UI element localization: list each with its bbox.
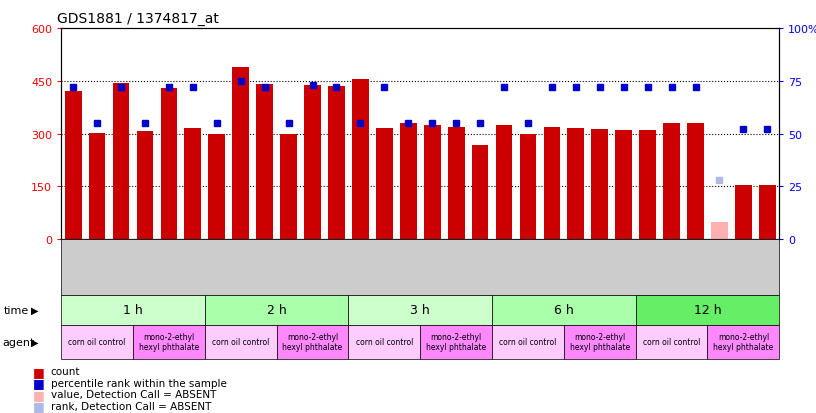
Text: corn oil control: corn oil control [356,337,413,347]
Text: count: count [51,366,80,376]
Text: 3 h: 3 h [410,304,430,317]
Text: mono-2-ethyl
hexyl phthalate: mono-2-ethyl hexyl phthalate [282,332,343,351]
Text: percentile rank within the sample: percentile rank within the sample [51,378,227,388]
Bar [280,135,297,240]
Bar [256,85,273,240]
Bar [136,132,153,240]
Bar [352,80,369,240]
Bar [161,89,177,240]
Bar [543,128,561,240]
Bar [328,87,345,240]
Bar [639,131,656,240]
Text: corn oil control: corn oil control [499,337,557,347]
Text: ▶: ▶ [31,337,38,347]
Text: mono-2-ethyl
hexyl phthalate: mono-2-ethyl hexyl phthalate [426,332,486,351]
Text: ■: ■ [33,388,44,401]
Text: mono-2-ethyl
hexyl phthalate: mono-2-ethyl hexyl phthalate [139,332,199,351]
Bar [400,124,417,240]
Text: time: time [4,305,29,315]
Bar [615,131,632,240]
Text: value, Detection Call = ABSENT: value, Detection Call = ABSENT [51,389,216,399]
Text: 1 h: 1 h [123,304,143,317]
Bar [567,129,584,240]
Text: agent: agent [2,337,35,347]
Text: ▶: ▶ [31,305,38,315]
Bar [592,130,608,240]
Text: mono-2-ethyl
hexyl phthalate: mono-2-ethyl hexyl phthalate [570,332,630,351]
Bar [687,124,704,240]
Text: mono-2-ethyl
hexyl phthalate: mono-2-ethyl hexyl phthalate [713,332,774,351]
Bar [472,145,489,240]
Text: 2 h: 2 h [267,304,286,317]
Text: corn oil control: corn oil control [212,337,269,347]
Text: 12 h: 12 h [694,304,721,317]
Text: rank, Detection Call = ABSENT: rank, Detection Call = ABSENT [51,401,211,411]
Bar [448,127,464,240]
Bar [233,68,249,240]
Bar [735,185,752,240]
Text: ■: ■ [33,399,44,413]
Bar [64,92,82,240]
Bar [663,124,680,240]
Text: 6 h: 6 h [554,304,574,317]
Bar [424,126,441,240]
Text: GDS1881 / 1374817_at: GDS1881 / 1374817_at [57,12,219,26]
Bar [759,185,776,240]
Text: corn oil control: corn oil control [643,337,700,347]
Text: corn oil control: corn oil control [69,337,126,347]
Bar [184,129,202,240]
Bar [520,135,536,240]
Text: ■: ■ [33,376,44,389]
Bar [89,133,105,240]
Text: ■: ■ [33,365,44,378]
Bar [304,86,321,240]
Bar [113,83,130,240]
Bar [208,135,225,240]
Bar [376,129,392,240]
Bar [711,222,728,240]
Bar [495,126,512,240]
